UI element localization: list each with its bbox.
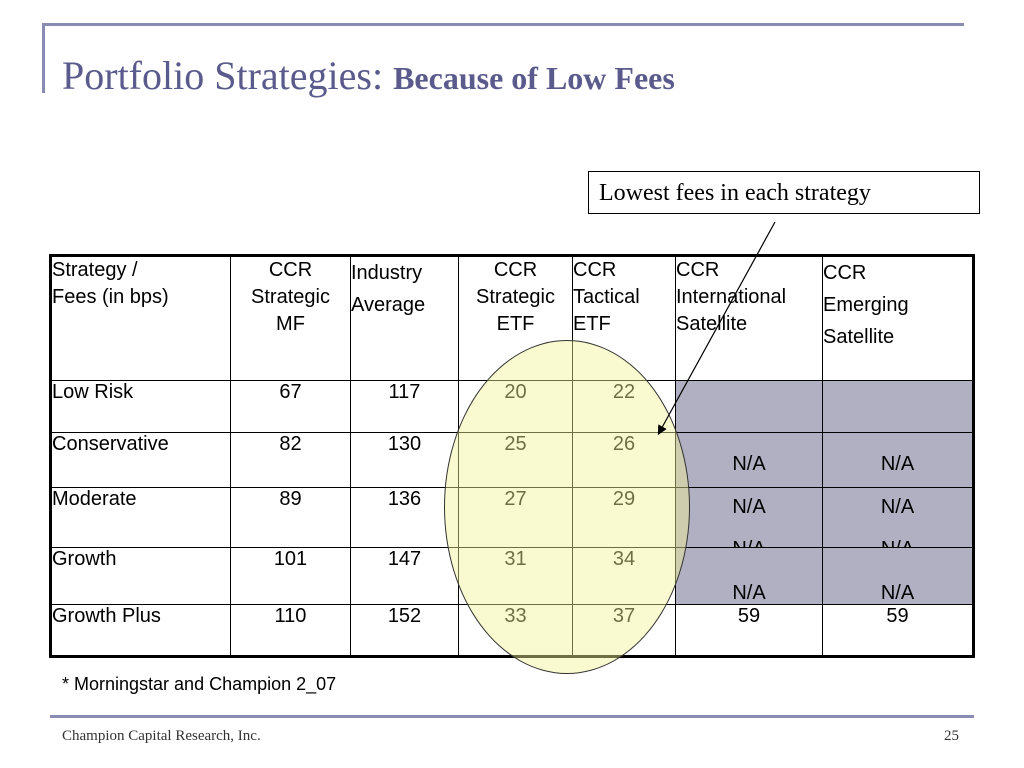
table-row: Growth 101 147 31 34 N/A N/A xyxy=(50,547,974,605)
cell-ccr-strategic-etf: 25 xyxy=(458,432,573,488)
cell-ccr-emerging-satellite: 59 xyxy=(822,604,974,657)
slide-title: Portfolio Strategies: Because of Low Fee… xyxy=(62,52,675,99)
cell-ccr-strategic-etf: 20 xyxy=(458,380,573,433)
cell-ccr-strategic-etf: 27 xyxy=(458,487,573,548)
bottom-rule xyxy=(50,715,974,718)
top-rule xyxy=(42,23,964,26)
table-header-row: Strategy / Fees (in bps) CCR Strategic MF … xyxy=(50,255,974,381)
cell-industry-average: 117 xyxy=(350,380,459,433)
cell-emerging-na: N/A xyxy=(822,547,974,605)
na-label: N/A xyxy=(732,582,766,604)
left-rule xyxy=(42,23,45,93)
cell-ccr-tactical-etf: 26 xyxy=(572,432,676,488)
header-ccr-tactical-etf: CCR Tactical ETF xyxy=(572,255,676,381)
cell-industry-average: 147 xyxy=(350,547,459,605)
cell-ccr-tactical-etf: 22 xyxy=(572,380,676,433)
cell-ccr-tactical-etf: 34 xyxy=(572,547,676,605)
cell-emerging-shaded xyxy=(822,380,974,433)
fee-table: Strategy / Fees (in bps) CCR Strategic MF … xyxy=(49,254,975,658)
cell-ccr-strategic-etf: 33 xyxy=(458,604,573,657)
row-label-growth-plus: Growth Plus xyxy=(50,604,231,657)
cell-international-na: N/A xyxy=(675,432,823,488)
cell-international-na: N/A N/A xyxy=(675,487,823,560)
cell-ccr-strategic-etf: 31 xyxy=(458,547,573,605)
cell-ccr-strategic-mf: 82 xyxy=(230,432,351,488)
row-label-conservative: Conservative xyxy=(50,432,231,488)
cell-emerging-na: N/A N/A xyxy=(822,487,974,560)
cell-ccr-international-satellite: 59 xyxy=(675,604,823,657)
cell-industry-average: 136 xyxy=(350,487,459,548)
row-label-low-risk: Low Risk xyxy=(50,380,231,433)
table-row: Growth Plus 110 152 33 37 59 59 xyxy=(50,604,974,657)
table-row: Moderate 89 136 27 29 N/A N/A N/A N/A xyxy=(50,487,974,560)
header-ccr-strategic-mf: CCR Strategic MF xyxy=(230,255,351,381)
cell-industry-average: 130 xyxy=(350,432,459,488)
cell-ccr-strategic-mf: 110 xyxy=(230,604,351,657)
na-label: N/A xyxy=(880,496,915,518)
table-row: Low Risk 67 117 20 22 xyxy=(50,380,974,433)
na-label: N/A xyxy=(880,453,915,475)
footer-company: Champion Capital Research, Inc. xyxy=(62,728,261,744)
na-label: N/A xyxy=(732,496,766,518)
header-ccr-international-satellite: CCR International Satellite xyxy=(675,255,823,381)
header-strategy: Strategy / Fees (in bps) xyxy=(50,255,231,381)
title-main: Portfolio Strategies: xyxy=(62,53,384,98)
cell-industry-average: 152 xyxy=(350,604,459,657)
cell-ccr-tactical-etf: 29 xyxy=(572,487,676,548)
cell-international-na: N/A xyxy=(675,547,823,605)
na-label: N/A xyxy=(732,453,766,475)
cell-ccr-tactical-etf: 37 xyxy=(572,604,676,657)
header-industry-average: Industry Average xyxy=(350,255,459,381)
table-row: Conservative 82 130 25 26 N/A N/A xyxy=(50,432,974,488)
page-number: 25 xyxy=(944,728,959,744)
title-bold: Because of Low Fees xyxy=(393,60,675,96)
footnote: * Morningstar and Champion 2_07 xyxy=(62,674,337,694)
row-label-growth: Growth xyxy=(50,547,231,605)
cell-emerging-na: N/A xyxy=(822,432,974,488)
cell-ccr-strategic-mf: 101 xyxy=(230,547,351,605)
header-ccr-strategic-etf: CCR Strategic ETF xyxy=(458,255,573,381)
row-label-moderate: Moderate xyxy=(50,487,231,548)
na-label: N/A xyxy=(880,582,915,604)
callout-box: Lowest fees in each strategy xyxy=(588,171,980,214)
cell-ccr-strategic-mf: 89 xyxy=(230,487,351,548)
cell-international-shaded xyxy=(675,380,823,433)
header-ccr-emerging-satellite: CCR Emerging Satellite xyxy=(822,255,974,381)
cell-ccr-strategic-mf: 67 xyxy=(230,380,351,433)
